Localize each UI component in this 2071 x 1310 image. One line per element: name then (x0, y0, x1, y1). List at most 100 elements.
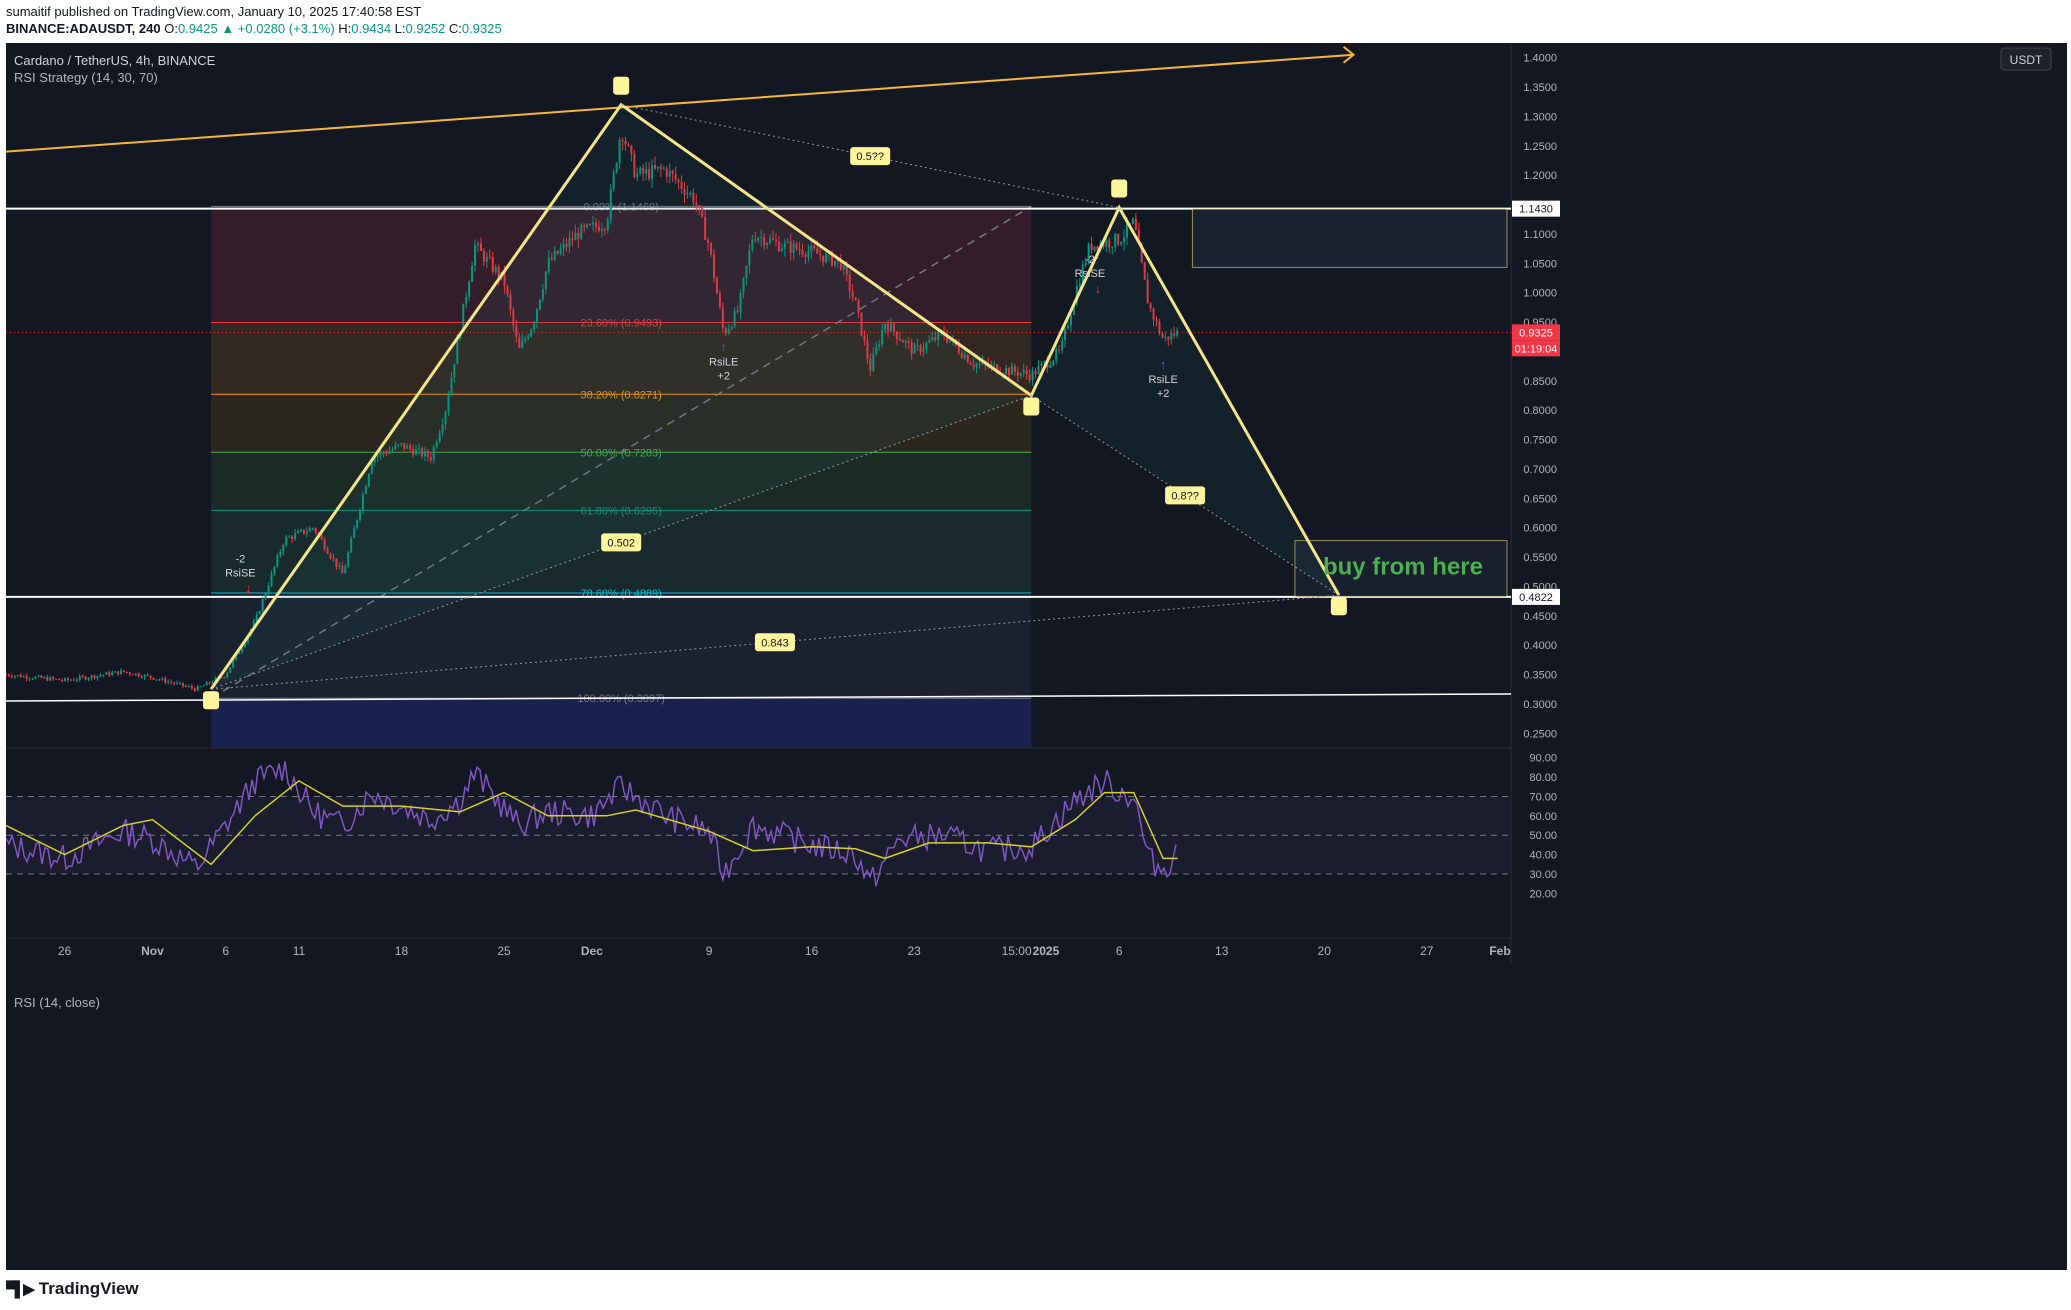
candle-body[interactable] (143, 674, 146, 678)
candle-body[interactable] (297, 531, 300, 534)
candle-body[interactable] (356, 519, 359, 529)
candle-body[interactable] (350, 538, 353, 553)
candle-body[interactable] (798, 249, 801, 251)
candle-body[interactable] (1176, 330, 1179, 336)
candle-body[interactable] (46, 677, 49, 681)
candle-body[interactable] (87, 678, 90, 680)
candle-body[interactable] (881, 330, 884, 345)
candle-body[interactable] (1143, 262, 1146, 280)
candle-body[interactable] (922, 348, 925, 352)
fib-trend-line[interactable] (210, 205, 1032, 699)
candle-body[interactable] (211, 682, 214, 684)
candle-body[interactable] (182, 682, 184, 686)
candle-body[interactable] (1111, 247, 1114, 249)
candle-body[interactable] (488, 256, 491, 258)
candle-body[interactable] (665, 168, 668, 177)
pattern-point-marker[interactable] (1330, 597, 1347, 616)
candle-body[interactable] (1081, 264, 1084, 285)
candle-body[interactable] (131, 674, 134, 676)
candle-body[interactable] (223, 677, 226, 679)
candle-body[interactable] (1137, 229, 1140, 244)
candle-body[interactable] (120, 670, 123, 675)
candle-body[interactable] (264, 593, 267, 599)
candle-body[interactable] (707, 240, 710, 244)
candle-body[interactable] (615, 163, 618, 173)
candle-body[interactable] (618, 139, 621, 164)
candle-body[interactable] (49, 677, 52, 681)
rsi-ma-line[interactable] (6, 779, 1178, 866)
candle-body[interactable] (1087, 243, 1090, 263)
candle-body[interactable] (128, 672, 131, 675)
candle-body[interactable] (898, 338, 901, 341)
candle-body[interactable] (533, 323, 536, 330)
candle-body[interactable] (1008, 368, 1010, 375)
candle-body[interactable] (270, 573, 273, 586)
candle-body[interactable] (553, 250, 556, 260)
chart-canvas[interactable]: 0.00% (1.1469) 23.60% (0.9493) 38.20% (0.8… (6, 43, 2067, 1270)
candle-body[interactable] (910, 342, 913, 354)
candle-body[interactable] (105, 672, 108, 675)
candle-body[interactable] (512, 309, 515, 326)
candle-body[interactable] (444, 412, 447, 425)
candle-body[interactable] (81, 676, 84, 678)
candle-body[interactable] (928, 340, 931, 343)
candle-body[interactable] (754, 239, 757, 241)
candle-body[interactable] (90, 675, 93, 679)
candle-body[interactable] (763, 237, 766, 246)
candle-body[interactable] (1158, 321, 1161, 334)
candle-body[interactable] (713, 254, 715, 279)
candle-body[interactable] (1040, 363, 1043, 367)
candle-body[interactable] (235, 653, 238, 660)
candle-body[interactable] (187, 686, 190, 688)
candle-body[interactable] (285, 536, 288, 546)
candle-body[interactable] (1013, 366, 1016, 372)
candle-body[interactable] (721, 307, 724, 329)
candle-body[interactable] (302, 529, 305, 534)
candle-body[interactable] (887, 324, 890, 332)
candle-body[interactable] (810, 245, 813, 252)
candle-body[interactable] (583, 225, 586, 228)
candle-body[interactable] (34, 676, 37, 679)
candle-body[interactable] (477, 243, 479, 246)
candle-body[interactable] (1155, 319, 1158, 322)
candle-body[interactable] (1016, 371, 1019, 376)
candle-body[interactable] (370, 462, 373, 474)
candle-body[interactable] (382, 452, 385, 454)
candle-body[interactable] (78, 676, 81, 680)
candle-body[interactable] (1084, 262, 1087, 265)
candle-body[interactable] (1093, 246, 1096, 251)
candle-body[interactable] (890, 323, 892, 332)
candle-body[interactable] (963, 354, 966, 358)
candle-body[interactable] (1058, 349, 1061, 351)
candle-body[interactable] (895, 331, 898, 339)
rsi-line[interactable] (6, 761, 1177, 887)
candle-body[interactable] (273, 566, 276, 574)
candle-body[interactable] (6, 674, 7, 676)
candle-body[interactable] (518, 337, 521, 348)
candle-body[interactable] (586, 223, 589, 228)
candle-body[interactable] (686, 193, 689, 195)
candle-body[interactable] (565, 243, 568, 247)
candle-body[interactable] (801, 250, 804, 255)
candle-body[interactable] (972, 364, 975, 367)
candle-body[interactable] (314, 528, 317, 533)
candle-body[interactable] (420, 448, 423, 457)
candle-body[interactable] (7, 674, 10, 677)
candle-body[interactable] (892, 323, 895, 332)
candle-body[interactable] (361, 493, 364, 510)
candle-body[interactable] (509, 294, 512, 310)
candle-body[interactable] (769, 238, 772, 244)
currency-button-label[interactable]: USDT (2010, 53, 2043, 67)
candle-body[interactable] (506, 286, 509, 295)
candle-body[interactable] (1167, 336, 1170, 340)
candle-body[interactable] (603, 229, 606, 231)
candle-body[interactable] (418, 448, 420, 450)
candle-body[interactable] (117, 671, 120, 675)
candle-body[interactable] (25, 676, 28, 679)
candle-body[interactable] (320, 535, 323, 540)
candle-body[interactable] (597, 226, 600, 232)
candle-body[interactable] (491, 257, 494, 272)
candle-body[interactable] (736, 310, 739, 312)
candle-body[interactable] (1055, 349, 1058, 361)
candle-body[interactable] (474, 245, 477, 266)
